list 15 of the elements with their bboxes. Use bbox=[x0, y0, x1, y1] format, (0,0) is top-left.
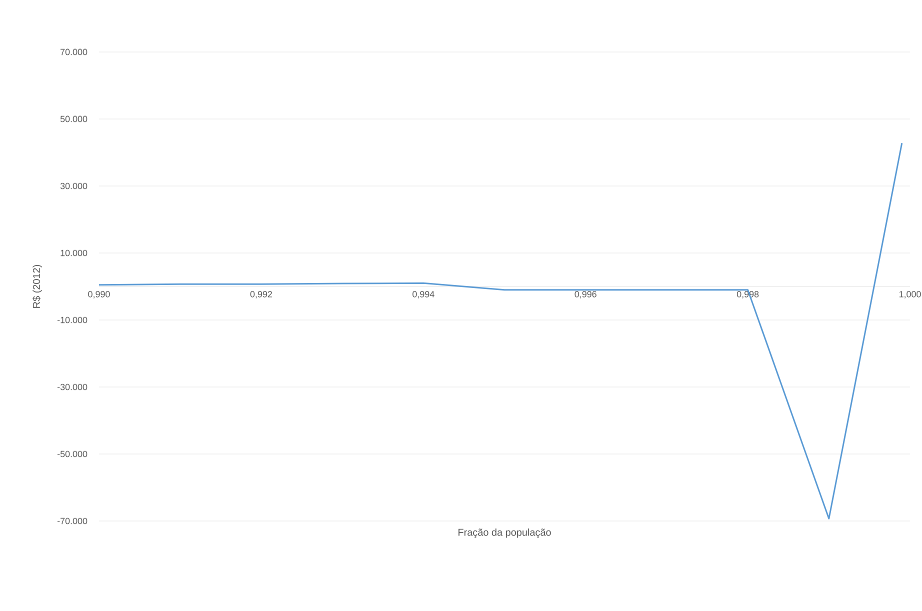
y-tick-label: -10.000 bbox=[58, 316, 88, 324]
y-tick-label: -30.000 bbox=[58, 384, 88, 390]
y-tick-label: 70.000 bbox=[60, 48, 88, 56]
x-tick-label: 0,994 bbox=[412, 291, 434, 298]
x-tick-label: 1,000 bbox=[899, 291, 921, 298]
y-tick-label: 10.000 bbox=[60, 250, 88, 256]
y-axis-title: R$ (2012) bbox=[32, 264, 42, 308]
x-tick-label: 0,990 bbox=[88, 291, 110, 298]
y-tick-label: -70.000 bbox=[58, 518, 88, 524]
y-tick-label: 50.000 bbox=[60, 116, 88, 122]
x-tick-label: 0,992 bbox=[250, 291, 272, 298]
x-axis-title: Fração da população bbox=[458, 528, 551, 538]
y-tick-label: -50.000 bbox=[58, 450, 88, 458]
y-tick-label: 30.000 bbox=[60, 182, 88, 190]
x-tick-label: 0,996 bbox=[574, 291, 596, 298]
